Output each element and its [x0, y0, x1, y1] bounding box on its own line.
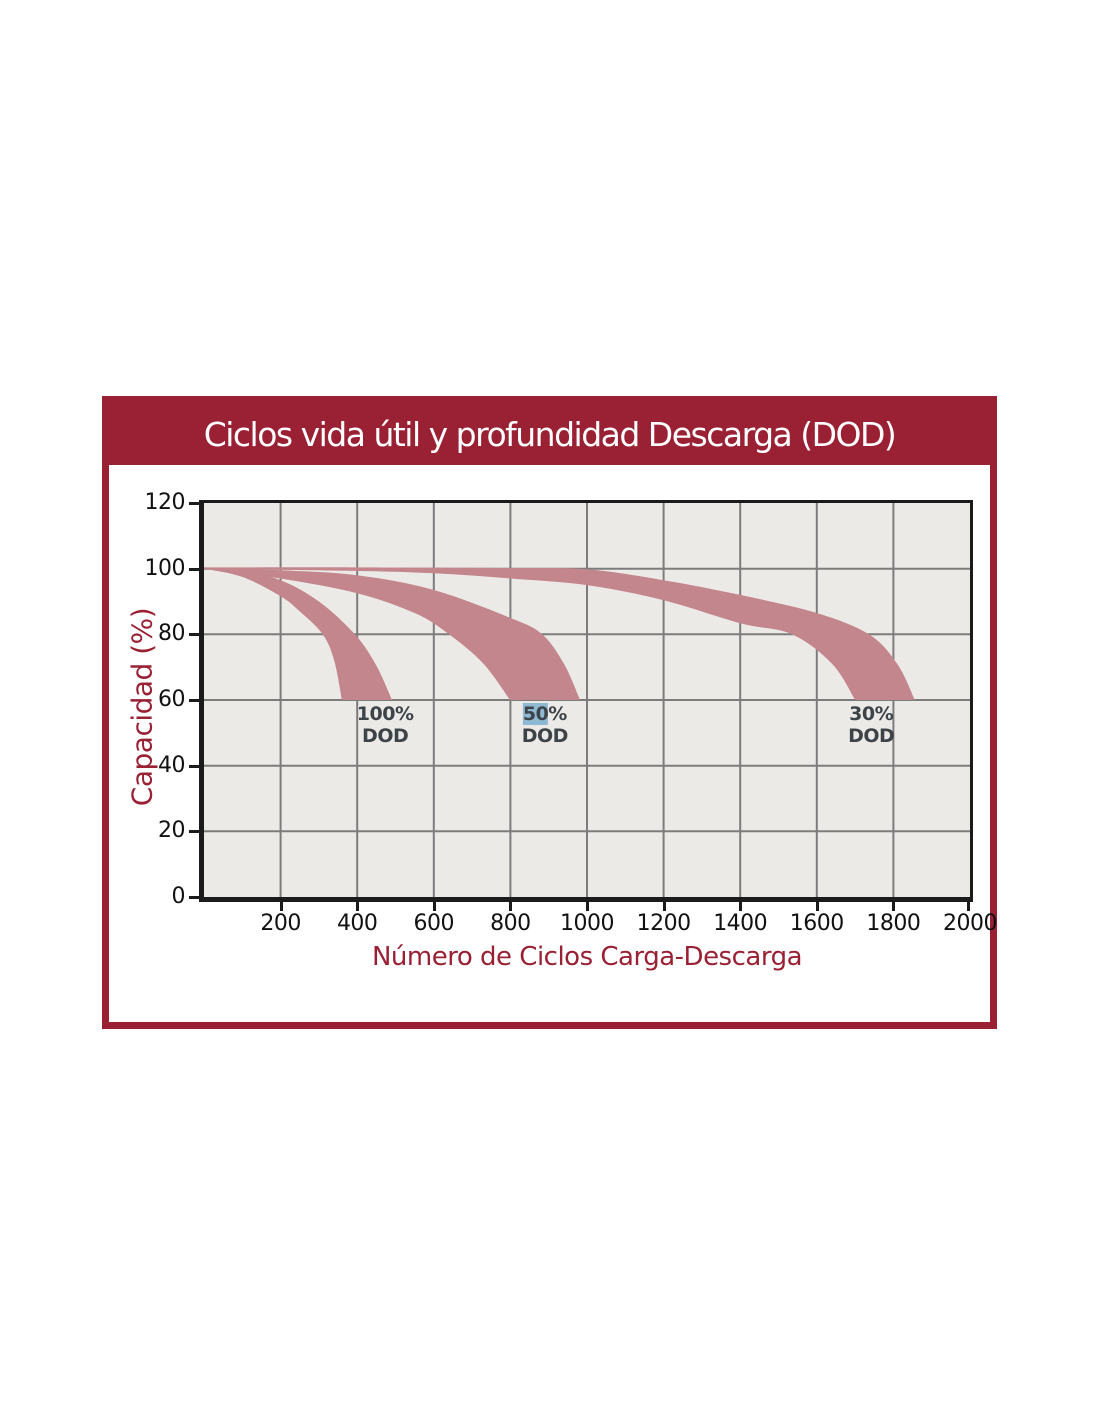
x-tick-mark — [815, 902, 819, 911]
highlighted-text: 50 — [522, 703, 549, 726]
y-tick-mark — [189, 699, 199, 702]
dod-annotation-line: DOD — [521, 725, 569, 748]
annotation-text: % — [548, 703, 567, 726]
y-axis-title: Capacidad (%) — [125, 607, 159, 807]
x-tick-label: 400 — [336, 911, 378, 936]
band-30-dod — [204, 567, 915, 700]
x-tick-label: 1400 — [713, 911, 768, 936]
dod-annotation-line: 50% — [522, 703, 568, 726]
y-tick-mark — [189, 567, 199, 571]
dod-annotation-line: 30% — [848, 703, 894, 725]
x-tick-mark — [967, 902, 970, 911]
y-tick-mark — [189, 830, 199, 834]
y-tick-mark — [189, 502, 199, 505]
y-tick-mark — [189, 896, 199, 899]
x-tick-label: 200 — [260, 911, 301, 936]
y-tick-label: 120 — [144, 490, 186, 515]
annotation-text: 30% — [849, 703, 894, 726]
annotation-text: DOD — [362, 725, 409, 748]
x-tick-mark — [662, 902, 666, 911]
dod-annotation: 100% DOD — [357, 703, 414, 747]
x-tick-label: 1800 — [866, 911, 921, 936]
chart-title: Ciclos vida útil y profundidad Descarga … — [203, 414, 897, 454]
x-tick-mark — [739, 902, 743, 911]
x-tick-label: 2000 — [943, 911, 998, 936]
x-tick-label: 1200 — [636, 911, 692, 936]
x-tick-mark — [279, 902, 283, 911]
annotation-text: DOD — [521, 725, 569, 748]
y-tick-label: 80 — [158, 621, 186, 647]
chart-title-bar: Ciclos vida útil y profundidad Descarga … — [109, 403, 990, 465]
y-tick-label: 40 — [158, 752, 186, 778]
x-tick-mark — [509, 902, 513, 911]
x-tick-mark — [586, 902, 589, 911]
y-tick-label: 0 — [171, 884, 186, 909]
x-tick-label: 800 — [490, 911, 531, 936]
dod-annotation: 50% DOD — [522, 703, 568, 747]
chart-area: 0 20 40 60 80 100 120 200 400 600 800 1000 1200 1400… — [109, 403, 998, 1022]
dod-annotation-line: DOD — [848, 725, 895, 748]
x-tick-mark — [892, 902, 896, 911]
y-tick-label: 100 — [144, 555, 186, 581]
annotation-text: 100% — [356, 703, 414, 726]
dod-annotation: 30% DOD — [848, 703, 895, 748]
x-tick-label: 1000 — [560, 911, 615, 936]
annotation-text: DOD — [848, 725, 895, 748]
chart-card: Ciclos vida útil y profundidad Descarga … — [102, 396, 998, 1029]
x-axis-title: Número de Ciclos Carga-Descarga — [371, 942, 803, 972]
plot-canvas — [204, 503, 970, 897]
x-tick-mark — [432, 902, 436, 911]
band-50-dod — [204, 568, 581, 700]
y-tick-label: 20 — [158, 818, 186, 844]
y-tick-mark — [189, 764, 199, 768]
dod-annotation-line: DOD — [357, 725, 414, 747]
x-tick-label: 1600 — [789, 911, 845, 936]
dod-annotation-line: 100% — [357, 703, 414, 725]
y-tick-label: 60 — [158, 687, 186, 712]
x-tick-label: 600 — [413, 911, 455, 936]
y-tick-mark — [189, 633, 199, 637]
band-100-dod — [204, 568, 393, 700]
x-tick-mark — [356, 902, 360, 911]
